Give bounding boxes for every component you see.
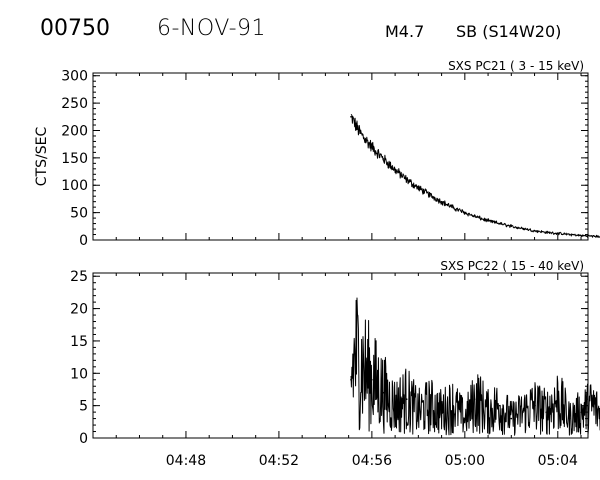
data-point — [556, 398, 559, 400]
data-point — [580, 234, 582, 237]
data-point — [487, 220, 489, 222]
data-point — [498, 222, 501, 225]
data-point — [361, 366, 364, 368]
data-point — [405, 398, 408, 400]
data-point — [382, 391, 385, 394]
data-point — [359, 132, 362, 135]
data-point — [522, 227, 524, 230]
data-point — [510, 417, 513, 420]
y-tick-label: 0 — [79, 431, 88, 447]
y-tick-label: 5 — [79, 399, 88, 415]
x-tick-label: 04:56 — [352, 453, 392, 469]
y-tick-label: 15 — [70, 334, 88, 350]
series-line — [350, 297, 600, 436]
y-tick-label: 50 — [70, 206, 88, 222]
data-point — [382, 158, 385, 160]
data-point — [429, 194, 431, 196]
data-point — [556, 232, 559, 235]
data-point — [464, 417, 466, 420]
y-tick-label: 150 — [61, 151, 88, 167]
data-point — [510, 225, 513, 228]
y-tick-label: 20 — [70, 302, 88, 318]
data-point — [533, 229, 536, 232]
data-point — [440, 411, 443, 413]
data-point — [452, 404, 455, 407]
x-tick-label: 04:48 — [166, 453, 206, 469]
y-tick-label: 100 — [61, 178, 88, 194]
x-tick-label: 05:00 — [445, 453, 485, 469]
data-point — [464, 211, 466, 214]
x-tick-label: 04:52 — [259, 453, 299, 469]
data-point — [487, 411, 489, 413]
event-date: 6-NOV-91 — [157, 16, 267, 41]
data-point — [591, 404, 594, 407]
panel-title: SXS PC22 ( 15 - 40 keV) — [440, 259, 584, 273]
data-point — [417, 411, 420, 413]
y-tick-label: 200 — [61, 123, 88, 139]
y-tick-label: 25 — [70, 269, 88, 285]
event-id: 00750 — [40, 16, 110, 41]
data-point — [371, 378, 373, 381]
data-point — [394, 169, 396, 171]
data-point — [475, 398, 478, 400]
data-point — [533, 404, 536, 407]
data-point — [350, 116, 352, 118]
y-tick-label: 300 — [61, 69, 88, 85]
data-point — [568, 417, 571, 420]
data-point — [475, 216, 478, 218]
data-point — [591, 235, 594, 237]
y-tick-label: 10 — [70, 366, 88, 382]
data-point — [350, 378, 352, 381]
data-point — [371, 146, 373, 148]
data-point — [440, 200, 443, 203]
panel-title: SXS PC21 ( 3 - 15 keV) — [448, 59, 584, 73]
data-point — [580, 411, 582, 413]
data-point — [545, 411, 547, 413]
plot-frame — [92, 72, 589, 241]
data-point — [394, 404, 396, 407]
data-point — [354, 353, 357, 355]
y-tick-label: 250 — [61, 96, 88, 112]
flare-class: M4.7 — [385, 22, 425, 41]
flare-location: SB (S14W20) — [456, 22, 562, 41]
data-point — [452, 206, 455, 209]
data-point — [545, 231, 547, 234]
data-point — [417, 187, 420, 189]
data-point — [522, 411, 524, 413]
series-line — [350, 114, 600, 238]
data-point — [429, 404, 431, 407]
x-tick-label: 05:04 — [538, 453, 578, 469]
data-point — [568, 233, 571, 236]
plot-frame — [92, 272, 589, 439]
data-point — [405, 178, 408, 181]
data-point — [498, 404, 501, 407]
y-tick-label: 0 — [79, 233, 88, 249]
y-axis-label: CTS/SEC — [34, 127, 50, 187]
